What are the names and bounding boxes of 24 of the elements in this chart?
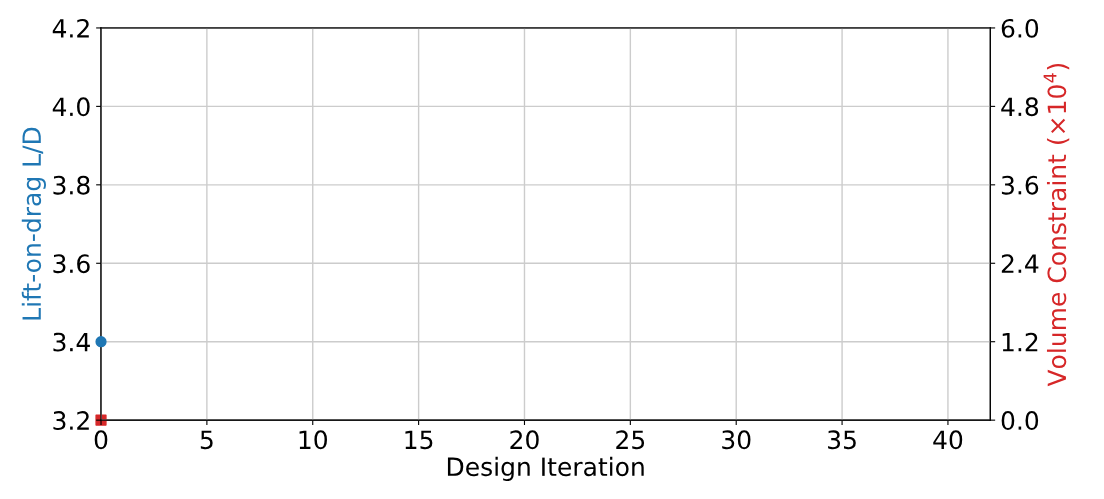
y2-tick-label: 1.2 (1002, 332, 1038, 352)
x-tick-label: 40 (933, 430, 963, 450)
x-axis-title: Design Iteration (447, 456, 644, 482)
y-tick-label: 4.0 (52, 97, 90, 117)
y2-tick-label: 2.4 (1001, 254, 1039, 273)
y-tick-label: 3.2 (53, 411, 89, 431)
y2-tick-label: 4.8 (1001, 97, 1039, 117)
x-tick-label: 35 (828, 430, 856, 450)
y-tick-label: 3.6 (53, 254, 90, 274)
y2-tick-label: 3.6 (1001, 175, 1039, 195)
x-tick-label: 30 (722, 430, 751, 450)
x-tick-label: 10 (299, 430, 327, 450)
x-tick-label: 0 (94, 430, 108, 450)
y-tick-label: 3.8 (53, 175, 90, 195)
y-axis-title: Lift-on-drag L/D (21, 127, 46, 320)
x-tick-label: 20 (510, 430, 539, 450)
x-tick-label: 25 (616, 430, 645, 450)
y-tick-label: 4.2 (52, 18, 89, 38)
x-tick-label: 15 (405, 430, 433, 450)
y2-tick-label: 6.0 (1001, 18, 1039, 38)
y2-tick-label: 0.0 (1001, 411, 1039, 431)
x-tick-label: 5 (200, 430, 213, 450)
y-tick-label: 3.4 (53, 332, 90, 352)
y2-axis-title: Volume Constraint (×10$^{4}$) (1043, 63, 1070, 387)
